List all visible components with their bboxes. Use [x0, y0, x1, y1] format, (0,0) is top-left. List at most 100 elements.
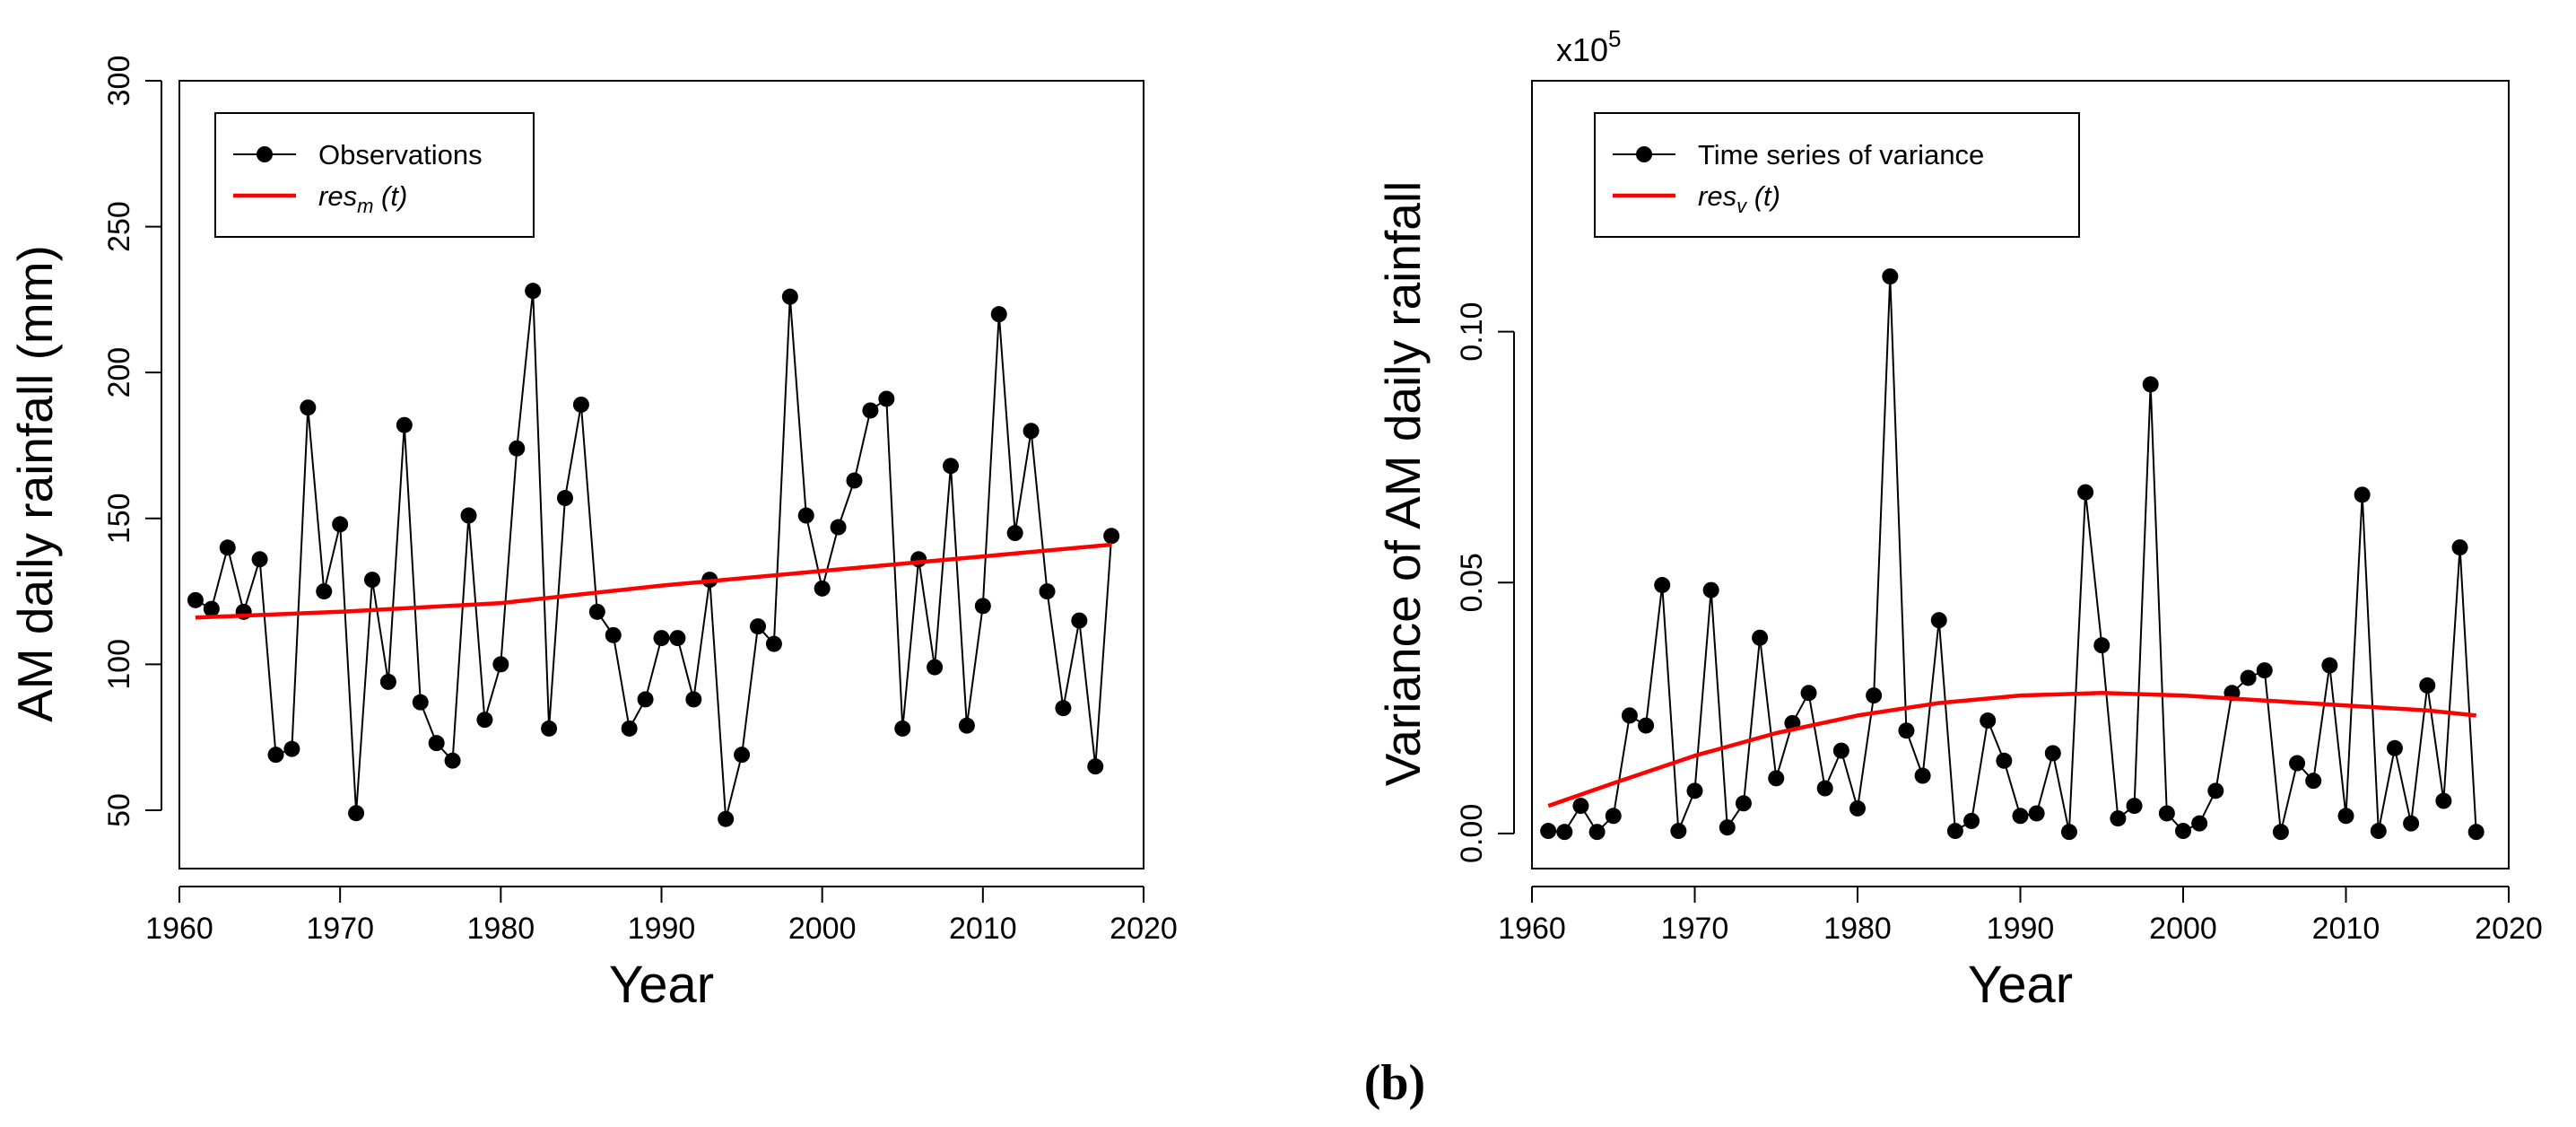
data-point — [572, 396, 589, 413]
y-axis-label: Variance of AM daily rainfall — [1375, 181, 1431, 787]
data-point — [1946, 823, 1963, 840]
x-tick-label: 2010 — [2312, 912, 2380, 946]
data-point — [396, 416, 413, 433]
data-point — [332, 516, 349, 533]
data-point — [476, 712, 493, 729]
x-tick-label: 1960 — [145, 912, 213, 946]
data-point — [1719, 819, 1736, 836]
data-point — [2337, 808, 2354, 825]
x-tick-label: 1970 — [1661, 912, 1729, 946]
data-point — [1039, 583, 1056, 600]
data-point — [1071, 612, 1088, 629]
data-point — [830, 519, 847, 536]
x-axis-label: Year — [609, 956, 714, 1014]
x-tick-label: 2020 — [1110, 912, 1178, 946]
data-point — [557, 490, 573, 507]
legend-entry-label: resm (t) — [318, 180, 407, 217]
series-line — [195, 290, 1113, 820]
x-tick-label: 1970 — [306, 912, 374, 946]
data-point — [2305, 773, 2322, 790]
data-point — [2093, 637, 2110, 654]
data-point — [316, 583, 333, 600]
data-point — [251, 551, 268, 568]
chart-variance-am-daily-rainfall: 1960 1970 1980 1990 2000 2010 2020 0.00 0.05 0.10… — [1375, 25, 2543, 1014]
series-line — [1548, 275, 2477, 834]
y-tick-label: 0.05 — [1455, 553, 1489, 612]
y-tick-label: 250 — [102, 201, 136, 252]
data-point — [2126, 798, 2143, 815]
data-point — [669, 630, 686, 647]
legend-entry-label: Observations — [318, 139, 483, 170]
data-point — [1816, 780, 1833, 797]
data-point — [492, 656, 509, 673]
data-point — [605, 626, 622, 643]
data-point — [750, 618, 766, 635]
x-tick-label: 1990 — [628, 912, 696, 946]
data-point — [2435, 792, 2452, 809]
data-point — [364, 572, 380, 589]
data-point — [2289, 755, 2306, 772]
data-point — [1930, 612, 1947, 629]
trend-line — [1547, 691, 2476, 808]
data-point — [203, 600, 220, 617]
data-point — [2142, 376, 2159, 393]
data-point — [541, 720, 558, 737]
data-point — [1654, 577, 1671, 594]
data-point — [2110, 810, 2127, 827]
data-point — [2175, 823, 2191, 840]
plot-frame — [1531, 80, 2510, 869]
data-point — [1914, 767, 1931, 784]
y-scale-label: x105 — [1556, 25, 1622, 68]
data-point — [1832, 742, 1849, 759]
legend: Time series of variance resv (t) — [1594, 112, 2080, 238]
x-axis-label: Year — [1968, 956, 2073, 1014]
data-point — [460, 507, 477, 524]
data-point — [2012, 808, 2029, 825]
data-point — [412, 694, 429, 711]
y-tick-label: 0.10 — [1455, 302, 1489, 362]
data-point — [444, 752, 461, 769]
legend-swatch-point — [1636, 146, 1652, 162]
data-point — [2060, 824, 2077, 841]
data-point — [1752, 629, 1769, 646]
data-point — [943, 458, 959, 475]
data-point — [2386, 739, 2403, 756]
data-point — [910, 551, 927, 568]
data-point — [1686, 782, 1703, 799]
data-point — [734, 747, 751, 764]
x-tick-label: 1980 — [467, 912, 535, 946]
data-point — [1882, 268, 1899, 285]
data-point — [1963, 812, 1980, 829]
data-point — [588, 603, 605, 620]
data-point — [1768, 770, 1785, 787]
data-point — [2240, 669, 2257, 686]
data-point — [621, 720, 638, 737]
legend-entry-label: resv (t) — [1698, 180, 1780, 217]
data-point — [894, 720, 911, 737]
data-point — [685, 691, 702, 708]
data-point — [267, 747, 284, 764]
y-axis-label: AM daily rainfall (mm) — [7, 245, 63, 722]
data-point — [1556, 824, 1573, 841]
data-point — [990, 306, 1007, 323]
data-point — [1996, 752, 2013, 769]
data-point — [1980, 712, 1997, 729]
data-point — [2256, 662, 2273, 679]
data-point — [300, 399, 317, 416]
data-point — [1800, 685, 1817, 702]
data-point — [283, 740, 300, 757]
data-point — [1849, 799, 1866, 817]
y-tick-label: 0.00 — [1455, 804, 1489, 863]
data-point — [1006, 525, 1023, 542]
data-point — [1087, 758, 1104, 775]
figure-caption: (b) — [1364, 1055, 1425, 1111]
data-point — [348, 805, 365, 822]
data-point — [2354, 486, 2371, 503]
data-point — [958, 717, 975, 734]
data-point — [1898, 722, 1915, 739]
data-point — [2403, 815, 2420, 832]
x-tick-label: 2000 — [788, 912, 857, 946]
data-point — [2272, 824, 2289, 841]
data-point — [878, 390, 895, 407]
